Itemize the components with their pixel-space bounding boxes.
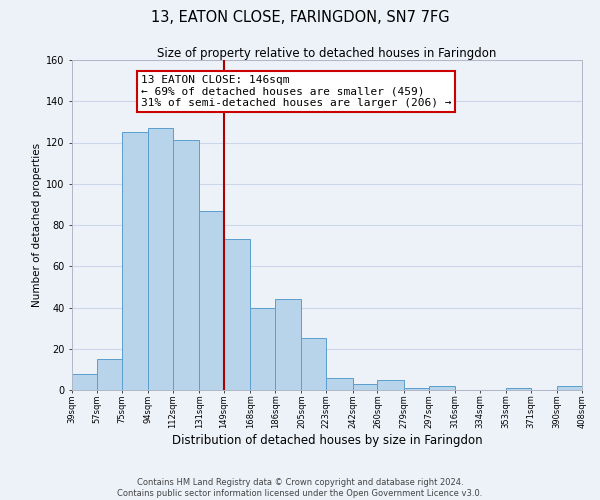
Bar	[122, 132, 148, 390]
Title: Size of property relative to detached houses in Faringdon: Size of property relative to detached ho…	[157, 47, 497, 60]
Bar	[353, 384, 377, 390]
Bar	[199, 210, 224, 390]
Text: 13 EATON CLOSE: 146sqm
← 69% of detached houses are smaller (459)
31% of semi-de: 13 EATON CLOSE: 146sqm ← 69% of detached…	[141, 75, 451, 108]
Text: 13, EATON CLOSE, FARINGDON, SN7 7FG: 13, EATON CLOSE, FARINGDON, SN7 7FG	[151, 10, 449, 25]
Y-axis label: Number of detached properties: Number of detached properties	[32, 143, 41, 307]
Bar	[224, 240, 250, 390]
Bar	[275, 299, 301, 390]
Bar	[97, 359, 122, 390]
Text: Contains HM Land Registry data © Crown copyright and database right 2024.
Contai: Contains HM Land Registry data © Crown c…	[118, 478, 482, 498]
X-axis label: Distribution of detached houses by size in Faringdon: Distribution of detached houses by size …	[172, 434, 482, 446]
Bar	[506, 388, 531, 390]
Bar	[428, 386, 455, 390]
Bar	[557, 386, 582, 390]
Bar	[72, 374, 97, 390]
Bar	[250, 308, 275, 390]
Bar	[301, 338, 326, 390]
Bar	[173, 140, 199, 390]
Bar	[326, 378, 353, 390]
Bar	[148, 128, 173, 390]
Bar	[377, 380, 404, 390]
Bar	[404, 388, 428, 390]
